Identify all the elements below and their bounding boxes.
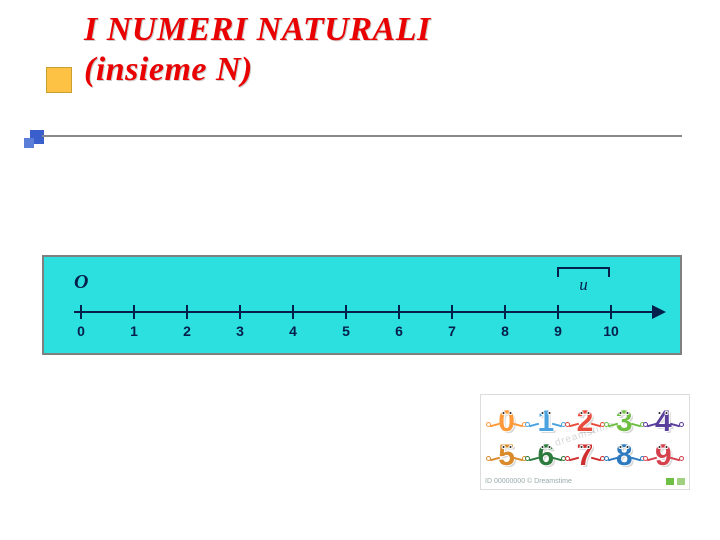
accent-square-light [24,138,34,148]
axis-arrowhead [652,305,666,319]
tick-label: 6 [395,323,403,339]
tick [451,305,453,319]
cartoon-digit: 1 [537,407,554,437]
cartoon-digit: 6 [537,441,554,471]
slide-title: I NUMERI NATURALI (insieme N) [84,10,431,90]
watermark-strip: ID 00000000 © Dreamstime [485,476,685,487]
wm-icon [666,478,674,485]
tick [504,305,506,319]
number-line: O u 0 1 2 3 4 5 6 7 8 9 10 [44,257,680,353]
tick-label: 5 [342,323,350,339]
cartoon-digits-image: dreamstime 01234 56789 ID 00000000 © Dre… [480,394,690,490]
tick-label: 7 [448,323,456,339]
axis-line [74,311,654,313]
tick-label: 1 [130,323,138,339]
slide: I NUMERI NATURALI (insieme N) O u 012345… [0,0,720,540]
cartoon-digit: 5 [498,441,515,471]
title-line-1: I NUMERI NATURALI [84,11,431,48]
number-line-panel: O u 0 1 2 3 4 5 6 7 8 9 10 [42,255,682,355]
tick [398,305,400,319]
digits-row-1: 01234 [487,407,683,437]
digits-row-2: 56789 [487,441,683,471]
tick [80,305,82,319]
tick [557,305,559,319]
tick-label: 2 [183,323,191,339]
tick [610,305,612,319]
tick [292,305,294,319]
tick-label: 9 [554,323,562,339]
tick [133,305,135,319]
cartoon-digit: 4 [655,407,672,437]
title-line-2: (insieme N) [84,51,253,88]
tick-label: 0 [77,323,85,339]
unit-label: u [579,275,588,295]
tick [239,305,241,319]
tick-label: 10 [603,323,619,339]
cartoon-digit: 2 [577,407,594,437]
cartoon-digit: 7 [577,441,594,471]
wm-icon [677,478,685,485]
tick-label: 3 [236,323,244,339]
tick [186,305,188,319]
cartoon-digit: 9 [655,441,672,471]
header-divider [42,135,682,137]
tick-label: 8 [501,323,509,339]
origin-label: O [74,271,88,294]
cartoon-digit: 3 [616,407,633,437]
cartoon-digit: 0 [498,407,515,437]
unit-bracket [557,267,610,275]
tick-label: 4 [289,323,297,339]
tick [345,305,347,319]
watermark-text: ID 00000000 © Dreamstime [485,478,572,485]
cartoon-digit: 8 [616,441,633,471]
title-bullet-square [46,67,72,93]
